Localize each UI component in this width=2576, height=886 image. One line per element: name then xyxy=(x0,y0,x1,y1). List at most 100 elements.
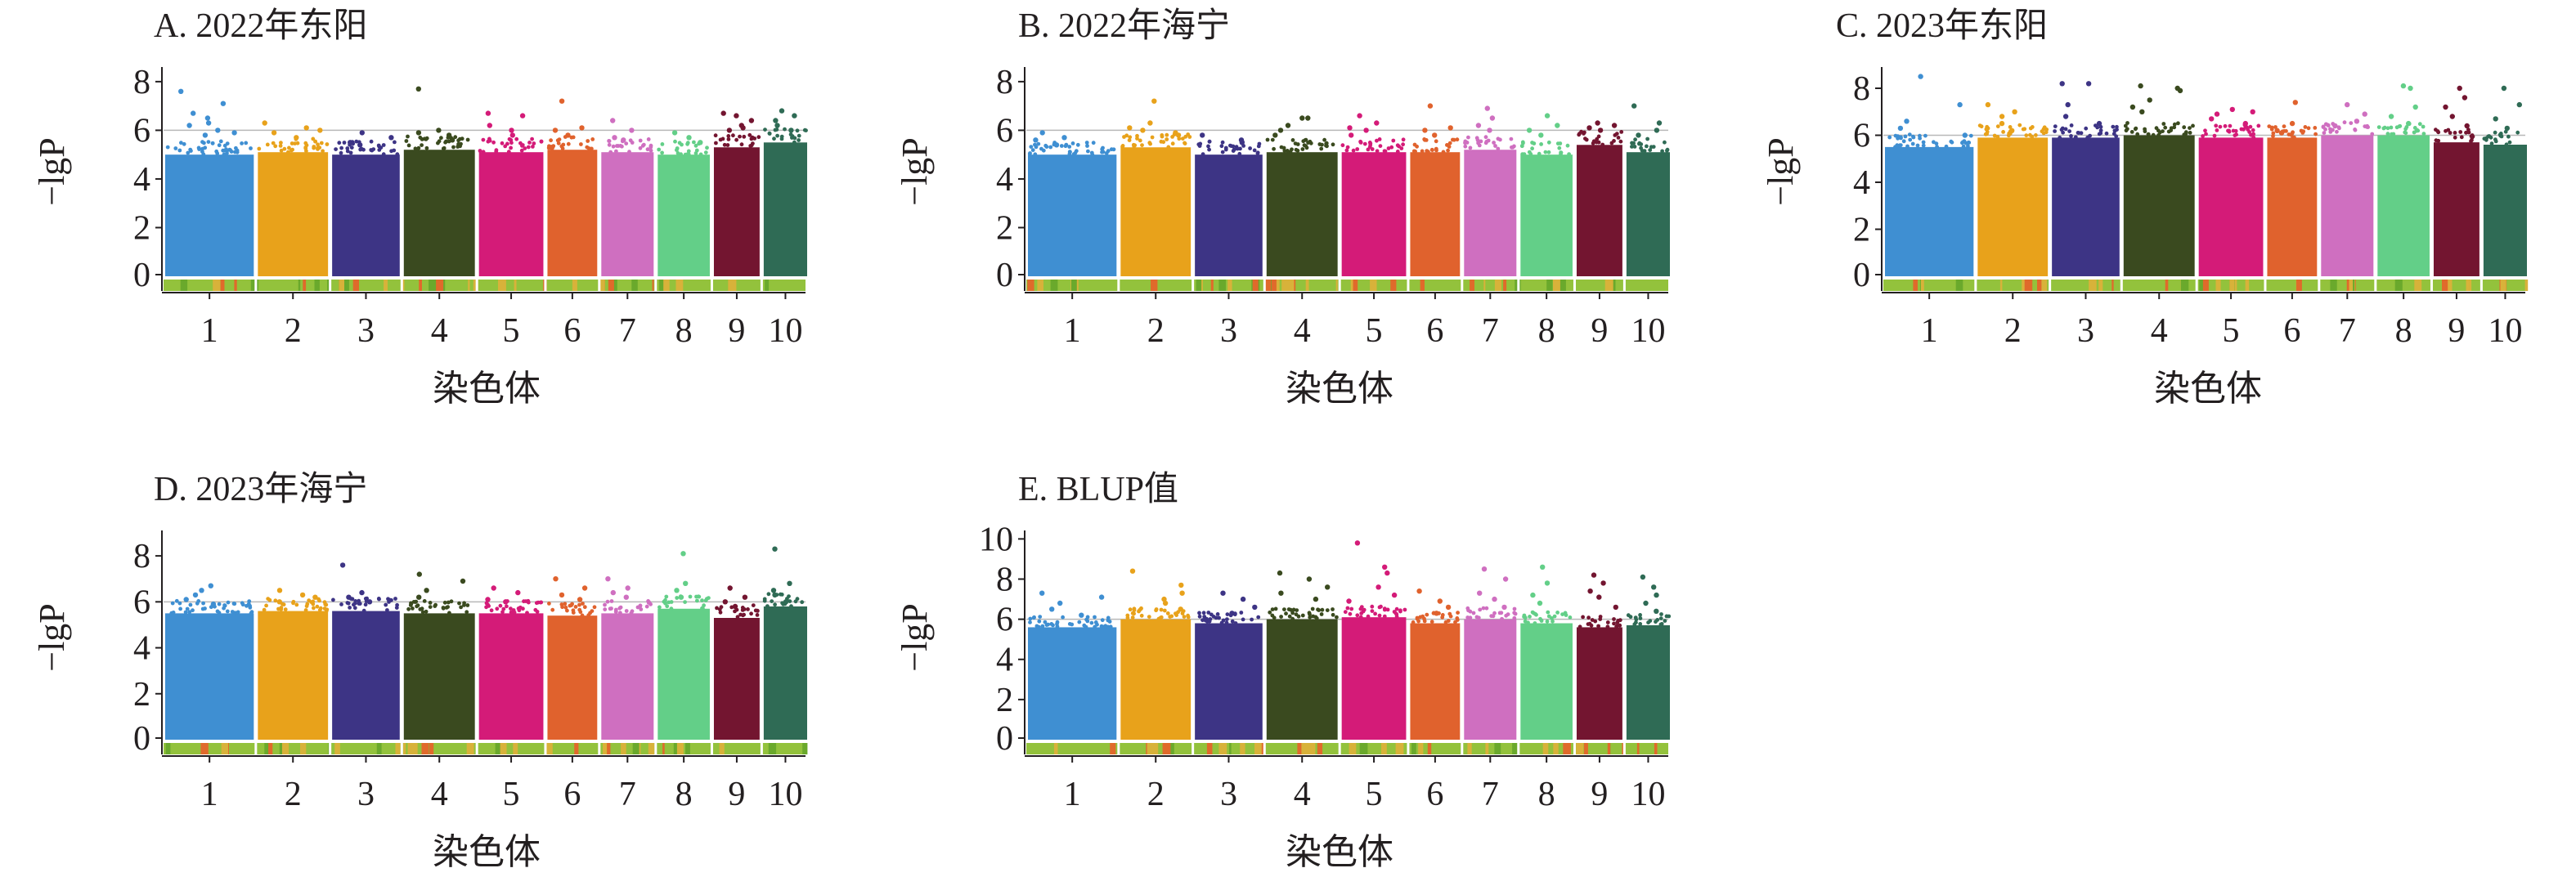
snp-point xyxy=(394,606,399,610)
panel-d-chr-9-points xyxy=(713,585,760,740)
x-tick-label: 10 xyxy=(768,312,802,350)
snp-point xyxy=(1366,614,1371,619)
snp-top-point xyxy=(623,594,629,600)
snp-top-point xyxy=(1252,604,1258,611)
snp-top-point xyxy=(1587,588,1593,594)
strip-segment xyxy=(1418,743,1424,754)
snp-top-point xyxy=(2139,109,2145,114)
panel-c-chr-9-points xyxy=(2433,85,2480,276)
snp-top-point xyxy=(220,101,227,106)
snp-point xyxy=(1434,139,1438,144)
snp-point xyxy=(1270,607,1275,611)
snp-point xyxy=(2245,125,2249,130)
snp-top-point xyxy=(2062,114,2069,119)
snp-point xyxy=(225,149,229,154)
snp-point xyxy=(1168,615,1173,619)
snp-point xyxy=(1593,619,1598,624)
snp-point xyxy=(1375,138,1379,143)
snp-top-point xyxy=(1277,570,1283,576)
snp-point xyxy=(2290,131,2295,136)
snp-point xyxy=(1918,133,1922,138)
snp-point xyxy=(2493,130,2497,135)
snp-point xyxy=(2125,121,2129,125)
snp-point xyxy=(1637,141,1641,146)
snp-top-point xyxy=(2214,111,2220,117)
panel-b-title: B. 2022年海宁 xyxy=(1018,7,1230,45)
strip-gap xyxy=(654,743,657,754)
strip-gap xyxy=(654,280,657,291)
snp-point xyxy=(1135,133,1139,138)
panel-d-chr-7-bulk xyxy=(601,613,654,740)
strip-segment xyxy=(652,280,654,291)
snp-point xyxy=(563,602,568,606)
panel-c-chr-7-bulk xyxy=(2321,135,2374,276)
snp-point xyxy=(1605,624,1610,629)
snp-point xyxy=(1382,614,1387,619)
snp-point xyxy=(1465,606,1470,611)
panel-e-chr-4-bulk xyxy=(1266,619,1338,740)
snp-point xyxy=(521,606,525,611)
snp-top-point xyxy=(2147,97,2152,103)
snp-point xyxy=(1584,137,1589,142)
snp-point xyxy=(1279,615,1283,619)
snp-point xyxy=(339,145,343,150)
strip-gap xyxy=(1974,280,1977,291)
panel-d-xlabel: 染色体 xyxy=(433,832,541,872)
snp-top-point xyxy=(366,599,373,605)
snp-point xyxy=(1415,144,1419,149)
snp-top-point xyxy=(2274,128,2280,133)
strip-segment xyxy=(765,280,767,291)
snp-point xyxy=(2267,124,2272,129)
snp-point xyxy=(415,147,420,151)
snp-point xyxy=(641,142,646,147)
snp-point xyxy=(1510,145,1515,150)
snp-top-point xyxy=(460,578,466,584)
snp-top-point xyxy=(2501,85,2507,92)
snp-point xyxy=(1424,138,1429,142)
snp-point xyxy=(1633,615,1638,620)
snp-point xyxy=(2453,135,2457,140)
snp-point xyxy=(1345,606,1350,611)
snp-point xyxy=(1086,149,1090,154)
snp-point xyxy=(1027,151,1032,156)
panel-b-chr-10-points xyxy=(1626,103,1670,276)
snp-top-point xyxy=(740,125,746,131)
snp-point xyxy=(304,149,308,154)
snp-point xyxy=(535,610,540,614)
snp-point xyxy=(1077,620,1082,624)
snp-point xyxy=(404,139,409,143)
snp-point xyxy=(456,141,460,146)
snp-point xyxy=(2129,130,2134,134)
snp-point xyxy=(683,600,687,604)
panel-d-chr-5-points xyxy=(478,585,544,740)
snp-point xyxy=(291,601,295,606)
strip-segment xyxy=(1390,280,1397,291)
strip-segment xyxy=(2394,280,2403,291)
snp-point xyxy=(1383,149,1388,154)
snp-point xyxy=(1950,140,1954,145)
snp-point xyxy=(1618,618,1622,623)
snp-point xyxy=(345,149,350,154)
snp-point xyxy=(2242,127,2246,132)
snp-top-point xyxy=(772,592,778,598)
snp-point xyxy=(273,144,278,149)
snp-top-point xyxy=(1918,74,1923,79)
snp-point xyxy=(2069,123,2074,128)
snp-point xyxy=(585,145,590,150)
snp-point xyxy=(2323,127,2327,132)
panel-d-chr-6-points xyxy=(547,576,598,740)
snp-point xyxy=(1923,133,1928,138)
panel-d-chr-3-points xyxy=(331,562,400,740)
strip-segment xyxy=(1559,280,1566,291)
strip-gap xyxy=(1517,280,1520,291)
snp-point xyxy=(579,142,583,146)
snp-point xyxy=(1295,142,1300,146)
strip-segment xyxy=(1053,743,1058,754)
strip-segment xyxy=(2442,280,2449,291)
snp-point xyxy=(2203,128,2207,133)
snp-top-point xyxy=(1481,566,1488,572)
strip-segment xyxy=(314,280,320,291)
strip-gap xyxy=(1338,743,1341,754)
snp-top-point xyxy=(1999,120,2005,127)
panel-d-chr-9-bulk xyxy=(713,618,760,740)
